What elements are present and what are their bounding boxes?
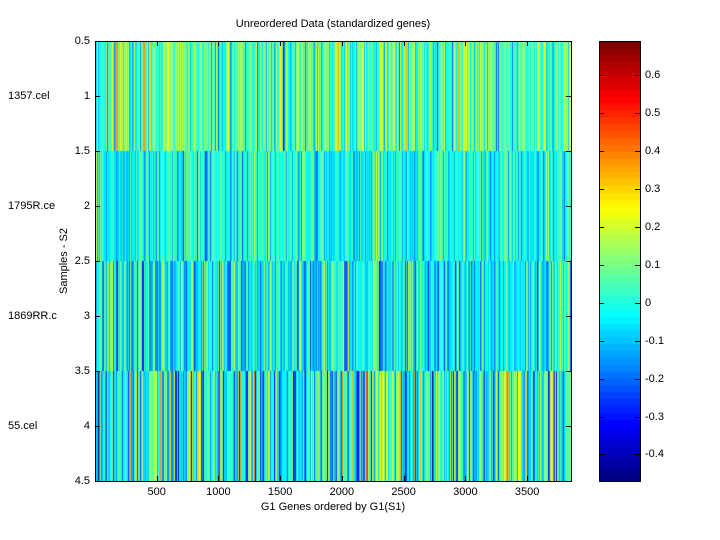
y-tick-mark xyxy=(95,96,100,97)
colorbar-tick-label: 0.3 xyxy=(645,182,661,195)
x-tick-mark xyxy=(465,41,467,46)
colorbar-tick-mark xyxy=(599,416,604,418)
colorbar-tick-label: -0.4 xyxy=(645,448,664,461)
y-tick-mark xyxy=(566,41,571,42)
heatmap-cells xyxy=(95,41,571,481)
y-tick-label: 1.5 xyxy=(74,145,90,157)
colorbar-tick-mark xyxy=(599,302,604,304)
colorbar-gradient xyxy=(599,41,640,481)
y-tick-mark xyxy=(95,316,100,317)
y-tick-mark xyxy=(95,261,100,262)
y-tick-mark xyxy=(566,316,571,317)
y-tick-mark xyxy=(566,481,571,482)
x-tick-mark xyxy=(465,476,467,481)
colorbar-tick-label: 0.6 xyxy=(645,69,661,82)
colorbar-tick-mark xyxy=(599,378,604,380)
x-tick-mark xyxy=(527,476,529,481)
y-tick-label: 1 xyxy=(83,90,90,102)
colorbar-tick-label: 0.1 xyxy=(645,258,661,271)
colorbar-tick-mark xyxy=(635,113,640,115)
colorbar-tick-label: 0.5 xyxy=(645,107,661,120)
row-label: 1869RR.c xyxy=(8,310,57,322)
x-tick-mark xyxy=(280,41,282,46)
colorbar-tick-mark xyxy=(599,454,604,456)
x-tick-mark xyxy=(218,41,220,46)
chart-title: Unreordered Data (standardized genes) xyxy=(235,18,431,30)
y-tick-label: 2 xyxy=(83,200,90,212)
colorbar-tick-mark xyxy=(599,75,604,77)
y-tick-label: 4 xyxy=(83,420,90,432)
colorbar-tick-mark xyxy=(599,188,604,190)
x-tick-label: 1000 xyxy=(206,486,231,498)
x-tick-mark xyxy=(218,476,220,481)
x-tick-label: 500 xyxy=(147,486,166,498)
y-tick-mark xyxy=(95,481,100,482)
y-tick-mark xyxy=(95,206,100,207)
y-tick-mark xyxy=(566,151,571,152)
y-tick-label: 0.5 xyxy=(74,35,90,47)
y-tick-label: 3 xyxy=(83,310,90,322)
x-tick-mark xyxy=(341,476,343,481)
x-tick-label: 2500 xyxy=(391,486,416,498)
colorbar-tick-label: -0.2 xyxy=(645,372,664,385)
colorbar-tick-label: 0.4 xyxy=(645,145,661,157)
y-tick-mark xyxy=(566,426,571,427)
y-tick-label: 4.5 xyxy=(74,475,90,487)
x-tick-mark xyxy=(341,41,343,46)
y-tick-mark xyxy=(566,206,571,207)
x-tick-label: 3500 xyxy=(514,486,540,498)
colorbar-tick-label: 0 xyxy=(645,296,652,309)
x-tick-mark xyxy=(527,41,529,46)
colorbar-tick-label: 0.2 xyxy=(645,220,661,233)
colorbar-tick-mark xyxy=(599,226,604,228)
x-axis-label: G1 Genes ordered by G1(S1) xyxy=(260,501,406,513)
x-tick-mark xyxy=(403,476,405,481)
y-tick-mark xyxy=(95,41,100,42)
colorbar-tick-mark xyxy=(635,226,640,228)
colorbar-tick-mark xyxy=(599,264,604,266)
y-tick-label: 2.5 xyxy=(74,255,90,267)
colorbar-tick-mark xyxy=(635,264,640,266)
row-label: 1795R.ce xyxy=(8,200,56,212)
colorbar-tick-label: -0.1 xyxy=(645,334,664,347)
x-tick-label: 3000 xyxy=(453,486,478,498)
colorbar-tick-label: -0.3 xyxy=(645,410,664,423)
colorbar-tick-mark xyxy=(599,340,604,342)
y-tick-mark xyxy=(95,371,100,372)
x-tick-mark xyxy=(156,476,158,481)
colorbar-tick-mark xyxy=(599,151,604,152)
colorbar-tick-mark xyxy=(635,75,640,77)
row-label: 1357.cel xyxy=(8,90,50,102)
x-tick-label: 2000 xyxy=(329,486,355,498)
colorbar-tick-mark xyxy=(599,113,604,115)
y-tick-mark xyxy=(566,261,571,262)
y-tick-label: 3.5 xyxy=(74,365,90,377)
y-tick-mark xyxy=(566,96,571,97)
y-tick-mark xyxy=(566,371,571,372)
x-tick-label: 1500 xyxy=(267,486,293,498)
colorbar-tick-mark xyxy=(635,378,640,380)
colorbar-tick-mark xyxy=(635,454,640,456)
x-tick-mark xyxy=(280,476,282,481)
colorbar-tick-mark xyxy=(635,151,640,152)
y-tick-mark xyxy=(95,151,100,152)
row-label: 55.cel xyxy=(8,420,38,432)
colorbar-tick-mark xyxy=(635,302,640,304)
colorbar-tick-mark xyxy=(635,188,640,190)
colorbar-tick-mark xyxy=(635,416,640,418)
x-tick-mark xyxy=(403,41,405,46)
y-tick-mark xyxy=(95,426,100,427)
colorbar-tick-mark xyxy=(635,340,640,342)
x-tick-mark xyxy=(156,41,158,46)
